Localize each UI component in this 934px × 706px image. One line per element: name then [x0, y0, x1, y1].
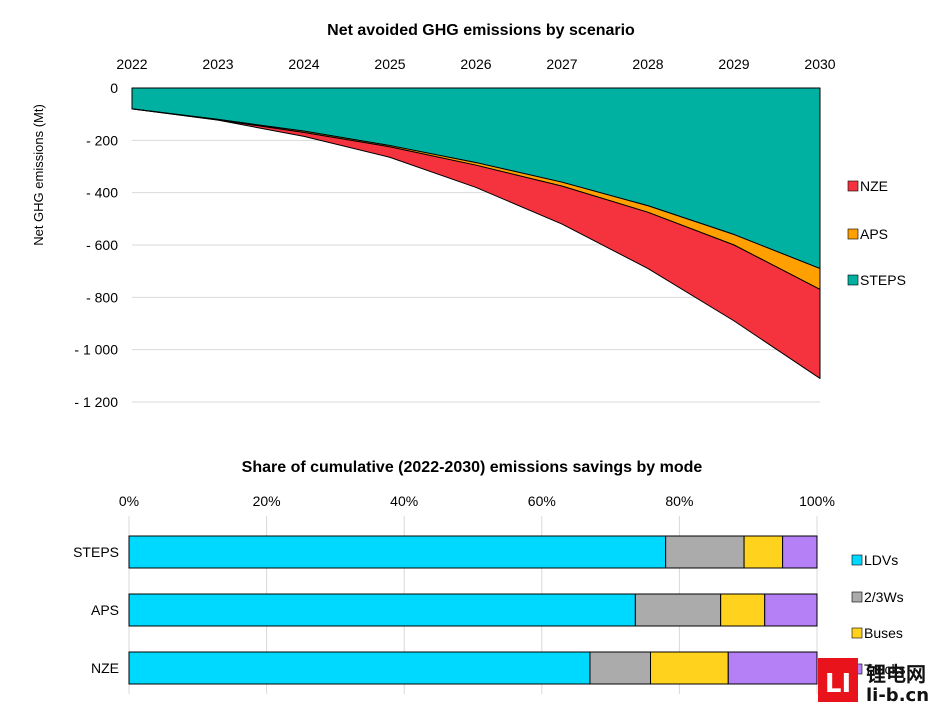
bar-x-tick-label: 80% [665, 493, 693, 509]
area-x-tick-label: 2023 [202, 56, 233, 72]
bar-category-label: STEPS [73, 544, 119, 560]
bar-x-tick-labels: 0% 20% 40% 60% 80% 100% [119, 493, 835, 509]
area-chart-title: Net avoided GHG emissions by scenario [327, 22, 635, 39]
bar-x-tick-label: 100% [799, 493, 835, 509]
area-x-tick-label: 2024 [288, 56, 319, 72]
bar-x-tick-label: 40% [390, 493, 418, 509]
area-y-tick-label: - 400 [86, 185, 118, 201]
bar-category-labels: STEPS APS NZE [73, 544, 119, 676]
bar-segment [128, 593, 636, 627]
area-series-group [131, 87, 821, 379]
bar-segment [720, 593, 766, 627]
bar-legend-swatch [851, 627, 863, 639]
watermark: LI 锂电网 li-b.cn [818, 658, 929, 706]
area-nze [131, 108, 821, 379]
area-y-tick-label: - 200 [86, 132, 118, 148]
bar-segment [727, 651, 818, 685]
bar-legend-label: LDVs [864, 552, 898, 568]
area-legend: NZE APS STEPS [847, 178, 906, 288]
bar-legend-label: Buses [864, 625, 903, 641]
area-y-tick-label: - 800 [86, 289, 118, 305]
area-legend-label: STEPS [860, 272, 906, 288]
area-x-tick-label: 2029 [718, 56, 749, 72]
area-legend-swatch [847, 180, 859, 192]
bar-category-label: NZE [91, 660, 119, 676]
bar-legend-swatch [851, 554, 863, 566]
bar-legend-swatch [851, 591, 863, 603]
area-x-tick-label: 2028 [632, 56, 663, 72]
area-legend-label: NZE [860, 178, 888, 194]
watermark-logo-text: LI [825, 669, 851, 699]
area-y-tick-labels: 0 - 200 - 400 - 600 - 800 - 1 000 - 1 200 [74, 80, 118, 410]
bar-segments-group [128, 535, 818, 685]
bar-segment [764, 593, 818, 627]
area-y-tick-label: - 1 000 [74, 342, 118, 358]
bar-segment [665, 535, 745, 569]
bar-segment [743, 535, 784, 569]
bar-x-tick-label: 20% [253, 493, 281, 509]
area-y-tick-label: - 1 200 [74, 394, 118, 410]
bar-segment [634, 593, 722, 627]
watermark-chinese-text: 锂电网 [866, 662, 926, 686]
area-legend-swatch [847, 274, 859, 286]
watermark-domain-text: li-b.cn [866, 685, 929, 706]
bar-segment [650, 651, 729, 685]
bar-x-tick-label: 0% [119, 493, 139, 509]
bar-legend-label: Trucks [864, 661, 905, 677]
area-legend-swatch [847, 228, 859, 240]
bar-segment [128, 535, 667, 569]
bar-segment [128, 651, 591, 685]
area-y-tick-label: - 600 [86, 237, 118, 253]
bar-category-label: APS [91, 602, 119, 618]
area-x-tick-label: 2025 [374, 56, 405, 72]
bar-legend: LDVs 2/3Ws Buses Trucks [851, 552, 905, 677]
area-x-tick-label: 2030 [804, 56, 835, 72]
bar-segment [589, 651, 652, 685]
area-x-tick-labels: 2022 2023 2024 2025 2026 2027 2028 2029 2030 [116, 56, 835, 72]
bar-chart-title: Share of cumulative (2022-2030) emission… [242, 459, 703, 476]
bar-segment [782, 535, 818, 569]
area-y-axis-label: Net GHG emissions (Mt) [31, 104, 46, 246]
bar-legend-label: 2/3Ws [864, 589, 904, 605]
area-legend-label: APS [860, 226, 888, 242]
watermark-logo-box [818, 658, 858, 702]
area-y-tick-label: 0 [110, 80, 118, 96]
bar-x-tick-label: 60% [528, 493, 556, 509]
area-x-tick-label: 2027 [546, 56, 577, 72]
area-x-tick-label: 2026 [460, 56, 491, 72]
area-x-tick-label: 2022 [116, 56, 147, 72]
